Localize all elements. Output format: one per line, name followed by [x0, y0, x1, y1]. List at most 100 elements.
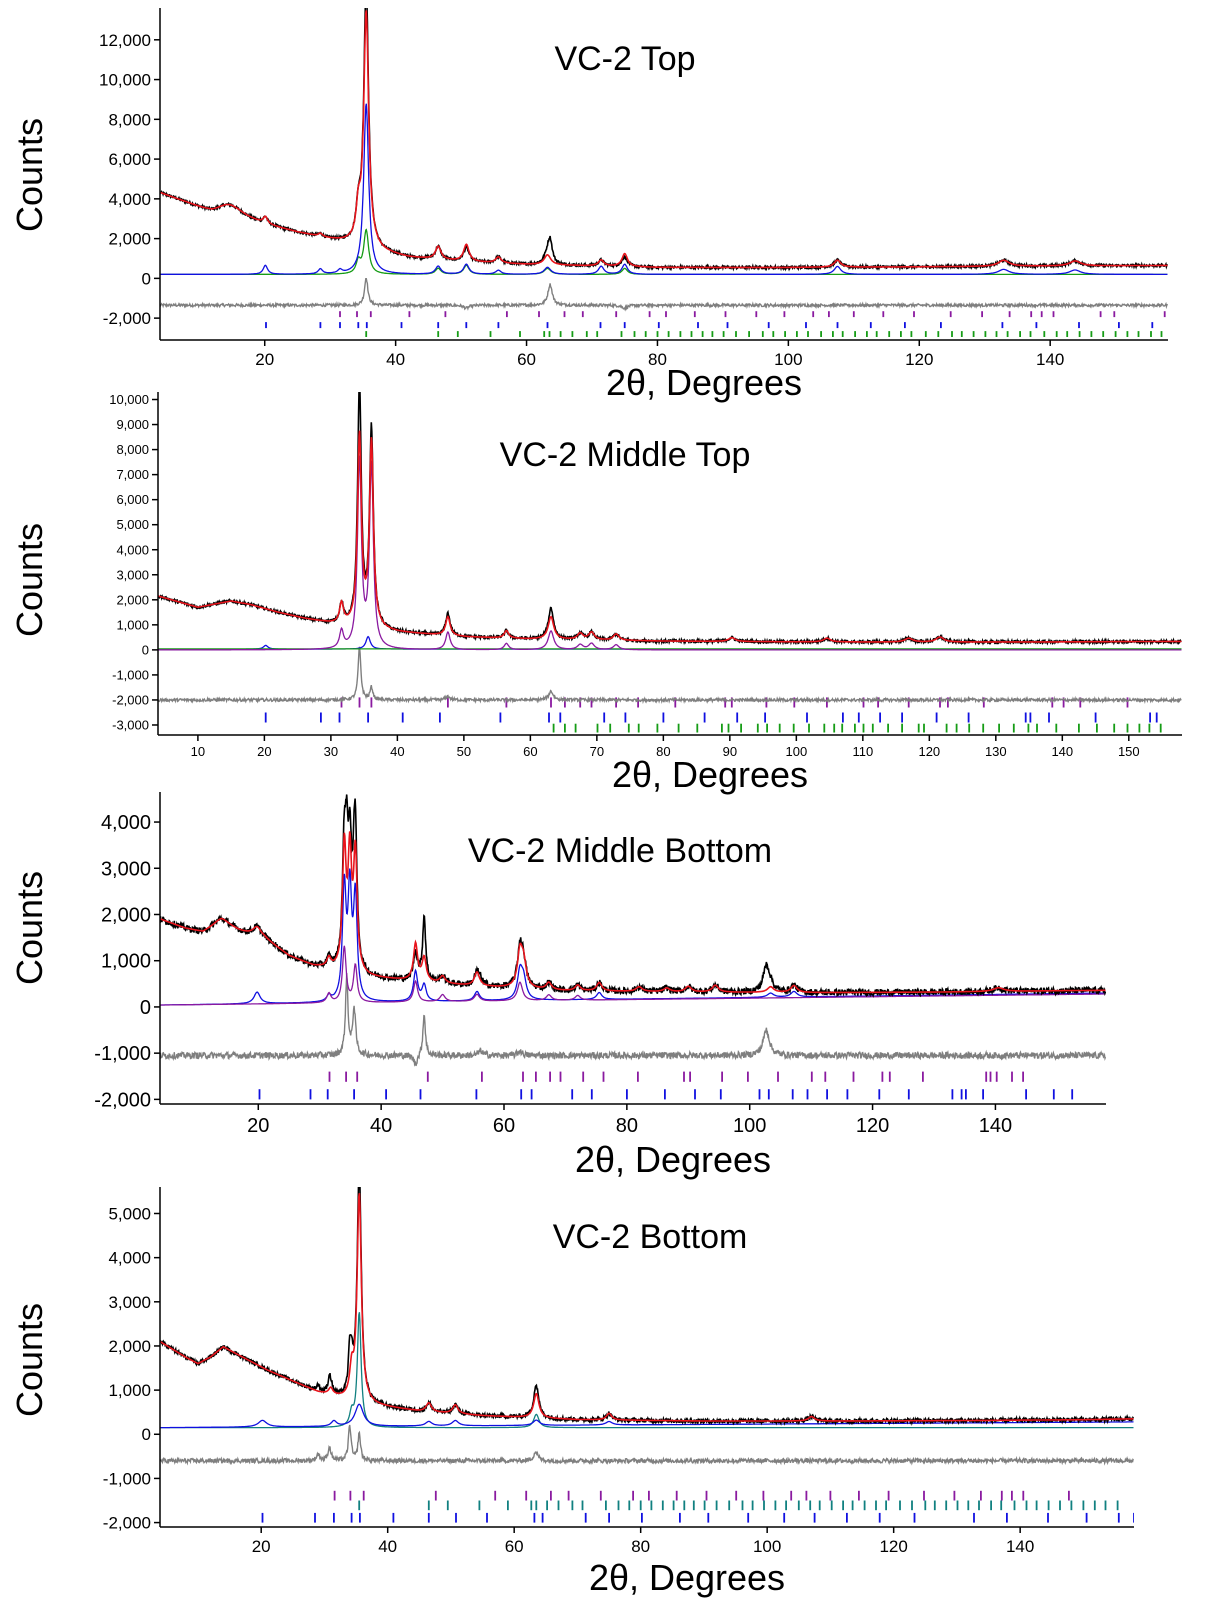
- xrd-panel-2: -3,000 -2,000 -1,000 0 1,000 2,000 3,000 4,000 5…: [9, 392, 1182, 795]
- y-tick-label: 2,000: [108, 1337, 151, 1356]
- y-tick-label: 10,000: [109, 392, 149, 407]
- y-tick-label: 3,000: [108, 1293, 151, 1312]
- observed-curve: [160, 794, 1106, 998]
- y-tick-label: 2,000: [108, 230, 151, 249]
- x-tick-label: 100: [785, 744, 807, 759]
- y-tick-label: 4,000: [116, 542, 149, 557]
- difference-curve: [160, 972, 1106, 1067]
- x-tick-label: 60: [523, 744, 537, 759]
- phase-curve: [160, 868, 1106, 1006]
- observed-curve: [160, 1187, 1134, 1427]
- y-tick-label: 12,000: [99, 31, 151, 50]
- y-tick-label: 5,000: [116, 517, 149, 532]
- y-tick-label: 10,000: [99, 71, 151, 90]
- x-tick-label: 20: [257, 744, 271, 759]
- x-tick-label: 20: [252, 1537, 271, 1556]
- x-tick-label: 20: [247, 1115, 269, 1137]
- y-tick-label: -1,000: [112, 667, 149, 682]
- plot-area: [158, 392, 1182, 733]
- x-tick-label: 120: [905, 350, 933, 369]
- plot-area: [160, 8, 1168, 337]
- y-tick-label: 3,000: [116, 567, 149, 582]
- y-tick-label: 3,000: [101, 858, 151, 880]
- observed-curve: [158, 392, 1182, 646]
- calculated-curve: [158, 430, 1182, 643]
- x-tick-label: 10: [191, 744, 205, 759]
- y-tick-label: 4,000: [108, 190, 151, 209]
- x-axis-label: 2θ, Degrees: [589, 1557, 785, 1598]
- y-tick-label: 0: [142, 1425, 151, 1444]
- y-tick-label: -1,000: [103, 1469, 151, 1488]
- y-tick-label: 0: [140, 997, 151, 1019]
- x-tick-label: 120: [918, 744, 940, 759]
- phase-curve: [158, 455, 1182, 651]
- chart-title: VC-2 Top: [554, 40, 695, 78]
- chart-title: VC-2 Bottom: [553, 1218, 748, 1256]
- y-tick-label: 0: [142, 642, 149, 657]
- y-axis-label: Counts: [9, 118, 50, 232]
- x-tick-label: 80: [648, 350, 667, 369]
- y-tick-label: 6,000: [108, 150, 151, 169]
- chart-title: VC-2 Middle Bottom: [468, 832, 772, 870]
- y-tick-label: 4,000: [101, 812, 151, 834]
- x-tick-label: 60: [493, 1115, 515, 1137]
- y-tick-label: 7,000: [116, 467, 149, 482]
- y-tick-label: -2,000: [103, 309, 151, 328]
- y-tick-label: 2,000: [101, 904, 151, 926]
- y-tick-label: 5,000: [108, 1204, 151, 1223]
- xrd-panel-1: -2,000 0 2,000 4,000 6,000 8,000 10,000 12,000 2…: [9, 8, 1168, 403]
- plot-area: [160, 794, 1106, 1100]
- y-axis-label: Counts: [9, 523, 50, 637]
- phase-curve: [160, 945, 1106, 1006]
- phase-curve: [160, 1312, 1134, 1429]
- y-tick-label: 8,000: [116, 442, 149, 457]
- x-tick-label: 100: [774, 350, 802, 369]
- xrd-panel-4: -2,000 -1,000 0 1,000 2,000 3,000 4,000 5,000 20…: [9, 1187, 1134, 1598]
- x-tick-label: 60: [505, 1537, 524, 1556]
- y-tick-label: 4,000: [108, 1249, 151, 1268]
- difference-curve: [160, 278, 1168, 312]
- plot-area: [160, 1187, 1134, 1523]
- y-tick-label: -3,000: [112, 718, 149, 733]
- x-tick-label: 110: [852, 744, 873, 759]
- difference-curve: [158, 646, 1182, 705]
- calculated-curve: [160, 831, 1106, 994]
- y-tick-label: 9,000: [116, 417, 149, 432]
- x-tick-label: 40: [378, 1537, 397, 1556]
- x-tick-label: 40: [370, 1115, 392, 1137]
- y-tick-label: 8,000: [108, 110, 151, 129]
- chart-title: VC-2 Middle Top: [500, 436, 751, 474]
- x-axis-label: 2θ, Degrees: [606, 362, 802, 403]
- x-tick-label: 30: [324, 744, 338, 759]
- y-tick-label: 0: [142, 269, 151, 288]
- x-tick-label: 50: [457, 744, 471, 759]
- x-tick-label: 40: [390, 744, 404, 759]
- calculated-curve: [160, 1193, 1134, 1422]
- calculated-curve: [160, 10, 1168, 269]
- x-tick-label: 60: [517, 350, 536, 369]
- phase-curve: [160, 103, 1168, 276]
- x-axis-label: 2θ, Degrees: [575, 1139, 771, 1180]
- x-tick-label: 100: [753, 1537, 781, 1556]
- y-tick-label: -2,000: [112, 692, 149, 707]
- x-tick-label: 80: [656, 744, 670, 759]
- y-axis-label: Counts: [9, 1303, 50, 1417]
- y-tick-label: -2,000: [103, 1514, 151, 1533]
- y-tick-label: -1,000: [94, 1043, 151, 1065]
- x-tick-label: 100: [733, 1115, 766, 1137]
- y-tick-label: 2,000: [116, 592, 149, 607]
- x-tick-label: 80: [631, 1537, 650, 1556]
- x-tick-label: 140: [1006, 1537, 1034, 1556]
- x-tick-label: 70: [590, 744, 604, 759]
- xrd-panel-3: -2,000 -1,000 0 1,000 2,000 3,000 4,000 20 40 60 8…: [9, 792, 1106, 1180]
- x-tick-label: 20: [255, 350, 274, 369]
- x-tick-label: 140: [1036, 350, 1064, 369]
- y-axis-label: Counts: [9, 871, 50, 985]
- x-tick-label: 90: [723, 744, 737, 759]
- y-tick-label: -2,000: [94, 1089, 151, 1111]
- x-tick-label: 120: [879, 1537, 907, 1556]
- x-tick-label: 150: [1118, 744, 1140, 759]
- x-tick-label: 80: [616, 1115, 638, 1137]
